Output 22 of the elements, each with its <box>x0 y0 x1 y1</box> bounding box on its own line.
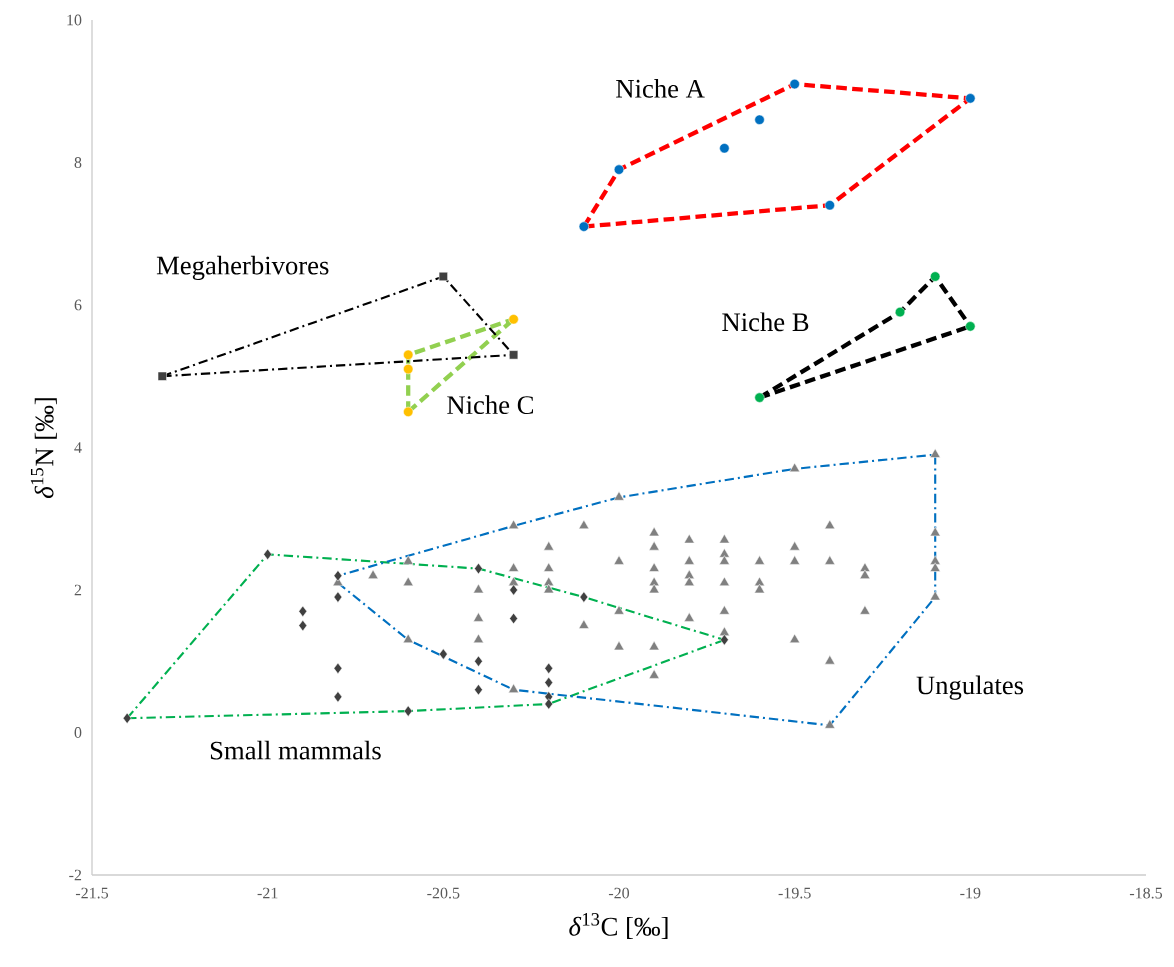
annotation: Ungulates <box>916 675 1024 700</box>
annotation: Niche B <box>722 312 809 332</box>
y-tick-label: -2 <box>69 869 82 881</box>
x-tick-label: -21.5 <box>75 887 109 899</box>
y-tick-label: 6 <box>74 299 82 311</box>
x-tick-label: -19 <box>960 887 981 899</box>
y-tick-label: 8 <box>74 157 82 168</box>
y-tick-label: 4 <box>74 442 82 453</box>
y-tick-label: 0 <box>74 727 82 738</box>
y-axis-title: δ$^{15}$N [‰] <box>30 398 57 498</box>
x-tick-label: -20 <box>608 887 630 899</box>
x-tick-label: -19.5 <box>778 887 811 899</box>
x-tick-label: -20.5 <box>427 887 460 899</box>
annotation: Niche C <box>447 395 534 415</box>
y-tick-label: 10 <box>67 14 82 26</box>
y-tick-label: 2 <box>74 584 82 596</box>
annotation: Small mammals <box>210 740 381 760</box>
x-axis-title: δ$^{13}$C [‰] <box>569 913 668 940</box>
annotation: Megaherbivores <box>156 255 329 281</box>
x-tick-label: -21 <box>257 887 278 899</box>
annotation: Niche A <box>616 79 705 98</box>
x-tick-label: -18.5 <box>1129 887 1163 899</box>
